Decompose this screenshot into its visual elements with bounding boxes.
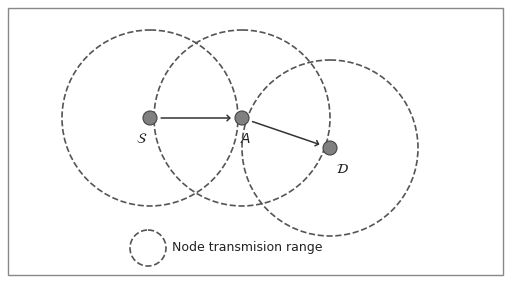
Circle shape xyxy=(143,111,157,125)
Circle shape xyxy=(323,141,337,155)
Text: $\mathcal{S}$: $\mathcal{S}$ xyxy=(136,132,148,146)
Circle shape xyxy=(235,111,249,125)
Text: $A$: $A$ xyxy=(240,132,251,146)
Text: Node transmision range: Node transmision range xyxy=(172,241,322,254)
Text: $\mathcal{D}$: $\mathcal{D}$ xyxy=(336,162,349,176)
